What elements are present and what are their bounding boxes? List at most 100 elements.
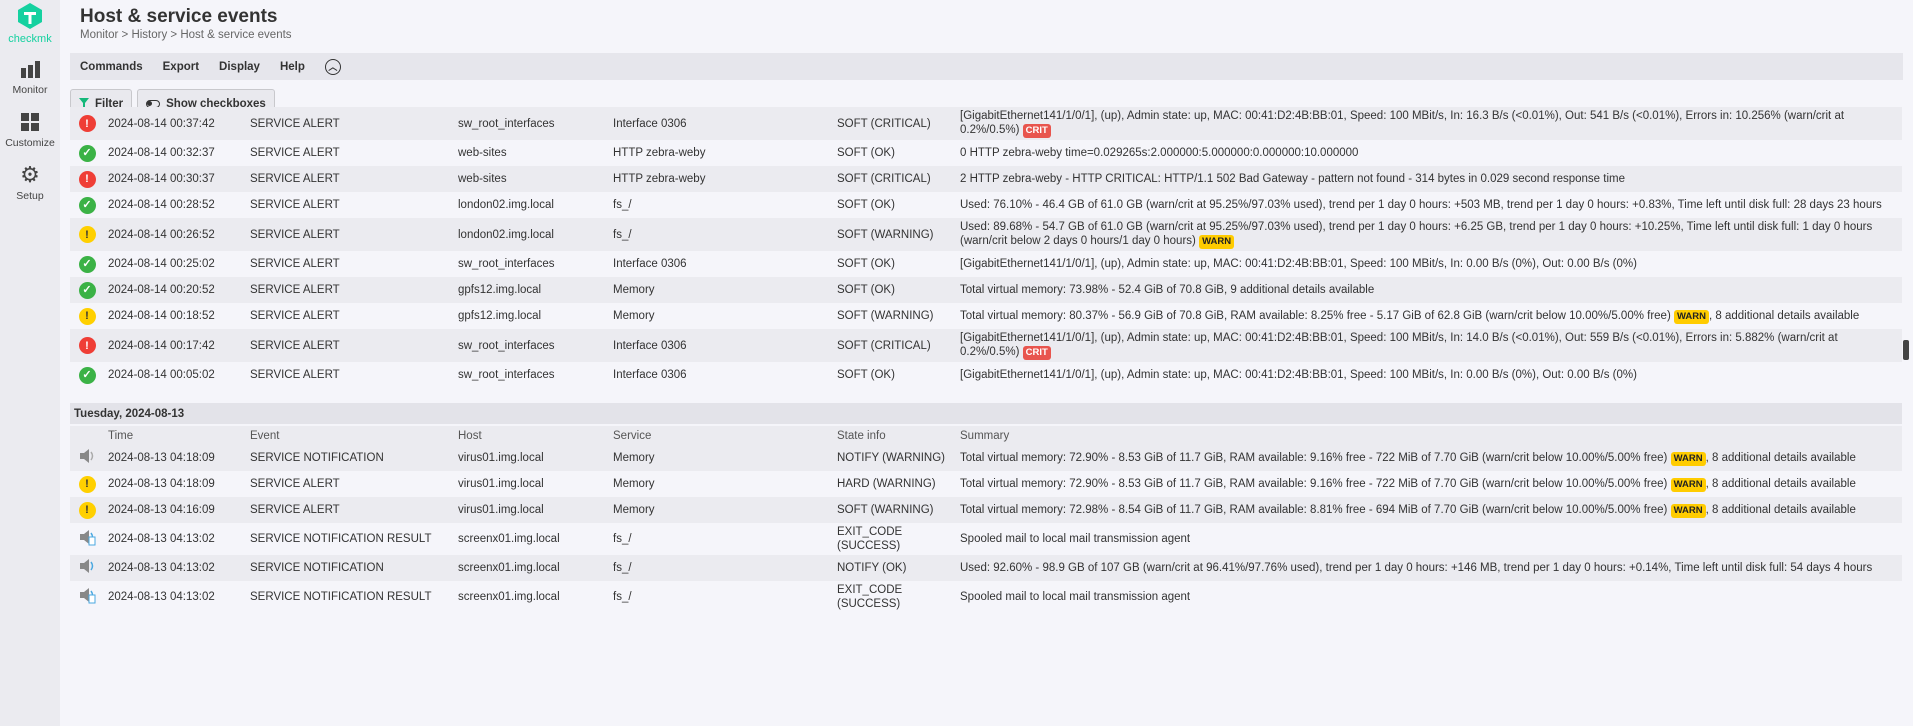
state-badge: WARN	[1670, 503, 1706, 518]
cell-service[interactable]: fs_/	[613, 591, 632, 603]
sidebar: checkmk Monitor Customize ⚙ Setup	[0, 0, 60, 726]
cell-service[interactable]: fs_/	[613, 228, 632, 241]
summary-tail: , 8 additional details available	[1705, 477, 1856, 490]
cell-time: 2024-08-13 04:13:02	[108, 591, 215, 603]
cell-event: SERVICE NOTIFICATION RESULT	[250, 533, 432, 545]
cell-state: SOFT (OK)	[837, 284, 895, 296]
column-header[interactable]: Summary	[956, 425, 1902, 445]
cell-host[interactable]: virus01.img.local	[458, 478, 544, 490]
cell-service[interactable]: HTTP zebra-weby	[613, 173, 706, 185]
cell-host[interactable]: gpfs12.img.local	[458, 310, 542, 322]
menu-display[interactable]: Display	[219, 60, 260, 73]
filter-button[interactable]: Filter	[70, 89, 133, 118]
breadcrumb[interactable]: Monitor > History > Host & service event…	[80, 29, 292, 41]
menu-help[interactable]: Help	[279, 60, 305, 73]
cell-service[interactable]: fs_/	[613, 533, 632, 545]
summary-text: 0 HTTP zebra-weby time=0.029265s:2.00000…	[960, 147, 1359, 159]
cell-state: SOFT (CRITICAL)	[837, 339, 931, 352]
sidebar-item-setup[interactable]: ⚙ Setup	[0, 162, 60, 202]
cell-service[interactable]: fs_/	[613, 199, 632, 211]
collapse-menu-icon[interactable]: ︿	[324, 58, 341, 75]
cell-host[interactable]: gpfs12.img.local	[458, 284, 542, 296]
cell-event: SERVICE ALERT	[250, 173, 340, 185]
sidebar-item-monitor[interactable]: Monitor	[0, 57, 60, 96]
cell-host[interactable]: sw_root_interfaces	[458, 117, 555, 130]
notification-result-icon	[78, 530, 96, 549]
cell-host[interactable]: virus01.img.local	[458, 504, 544, 516]
menu-export[interactable]: Export	[162, 60, 200, 73]
filter-label: Filter	[95, 97, 124, 110]
table-row: ✓ 2024-08-14 00:32:37 SERVICE ALERT web-sit…	[70, 140, 1902, 166]
table-row: 2024-08-13 04:18:09 SERVICE NOTIFICATION v…	[70, 445, 1902, 471]
cell-time: 2024-08-14 00:26:52	[108, 228, 215, 241]
cell-service[interactable]: Interface 0306	[613, 258, 687, 270]
cell-host[interactable]: sw_root_interfaces	[458, 339, 555, 352]
ok-check-icon: ✓	[78, 281, 96, 299]
ok-check-icon: ✓	[78, 144, 96, 162]
cell-time: 2024-08-14 00:28:52	[108, 199, 215, 211]
table-row: ! 2024-08-14 00:30:37 SERVICE ALERT web-sit…	[70, 166, 1902, 192]
cell-host[interactable]: sw_root_interfaces	[458, 369, 555, 381]
cell-state: SOFT (WARNING)	[837, 228, 934, 241]
cell-service[interactable]: Memory	[613, 310, 655, 322]
cell-host[interactable]: screenx01.img.local	[458, 533, 560, 545]
column-header[interactable]: Event	[246, 425, 454, 445]
cell-service[interactable]: fs_/	[613, 562, 632, 574]
gear-icon: ⚙	[20, 162, 40, 187]
day-header: Tuesday, 2024-08-13	[70, 403, 1902, 426]
cell-state: SOFT (WARNING)	[837, 310, 934, 322]
column-header[interactable]: State info	[833, 425, 956, 445]
cell-summary: Spooled mail to local mail transmission …	[956, 523, 1902, 555]
cell-host[interactable]: screenx01.img.local	[458, 591, 560, 603]
cell-host[interactable]: sw_root_interfaces	[458, 258, 555, 270]
checkmk-logo[interactable]: checkmk	[0, 0, 60, 45]
state-badge: WARN	[1670, 477, 1706, 492]
cell-time: 2024-08-13 04:13:02	[108, 533, 215, 545]
cell-state: SOFT (CRITICAL)	[837, 173, 931, 185]
show-checkboxes-button[interactable]: Show checkboxes	[137, 89, 275, 118]
notification-result-icon	[78, 588, 96, 607]
summary-text: Total virtual memory: 72.90% - 8.53 GiB …	[960, 477, 1668, 490]
cell-host[interactable]: web-sites	[458, 147, 507, 159]
cell-service[interactable]: Interface 0306	[613, 369, 687, 381]
cell-service[interactable]: Interface 0306	[613, 339, 687, 352]
cell-host[interactable]: screenx01.img.local	[458, 562, 560, 574]
menu-commands[interactable]: Commands	[80, 60, 143, 73]
column-header[interactable]: Time	[104, 425, 246, 445]
cell-host[interactable]: london02.img.local	[458, 228, 554, 241]
cell-summary: Total virtual memory: 72.90% - 8.53 GiB …	[956, 471, 1902, 497]
cell-time: 2024-08-13 04:18:09	[108, 478, 215, 490]
cell-state: NOTIFY (OK)	[837, 562, 907, 574]
summary-tail: , 8 additional details available	[1709, 309, 1860, 322]
column-header[interactable]: Host	[454, 425, 609, 445]
cell-state: EXIT_CODE (SUCCESS)	[837, 584, 903, 610]
sidebar-item-customize[interactable]: Customize	[0, 110, 60, 149]
cell-service[interactable]: HTTP zebra-weby	[613, 147, 706, 159]
summary-text: [GigabitEthernet141/1/0/1], (up), Admin …	[960, 258, 1637, 270]
cell-service[interactable]: Memory	[613, 478, 655, 490]
cell-host[interactable]: london02.img.local	[458, 199, 554, 211]
cell-event: SERVICE ALERT	[250, 228, 340, 241]
warning-icon: !	[78, 475, 96, 493]
cell-time: 2024-08-14 00:18:52	[108, 310, 215, 322]
page-title: Host & service events	[80, 6, 278, 27]
summary-text: 2 HTTP zebra-weby - HTTP CRITICAL: HTTP/…	[960, 173, 1625, 185]
scrollbar-thumb[interactable]	[1903, 340, 1909, 360]
cell-host[interactable]: virus01.img.local	[458, 452, 544, 464]
cell-summary: Spooled mail to local mail transmission …	[956, 581, 1902, 613]
cell-service[interactable]: Memory	[613, 504, 655, 516]
column-header[interactable]: Service	[609, 425, 833, 445]
cell-summary: [GigabitEthernet141/1/0/1], (up), Admin …	[956, 107, 1902, 140]
cell-event: SERVICE ALERT	[250, 117, 340, 130]
cell-service[interactable]: Interface 0306	[613, 117, 687, 130]
state-badge: WARN	[1670, 451, 1706, 466]
cell-host[interactable]: web-sites	[458, 173, 507, 185]
cell-state: SOFT (CRITICAL)	[837, 117, 931, 130]
summary-text: Used: 92.60% - 98.9 GB of 107 GB (warn/c…	[960, 562, 1873, 574]
summary-text: Total virtual memory: 72.90% - 8.53 GiB …	[960, 451, 1668, 464]
summary-text: [GigabitEthernet141/1/0/1], (up), Admin …	[960, 332, 1838, 358]
critical-icon: !	[78, 337, 96, 354]
cell-service[interactable]: Memory	[613, 284, 655, 296]
cell-service[interactable]: Memory	[613, 452, 655, 464]
summary-text: Total virtual memory: 72.98% - 8.54 GiB …	[960, 503, 1668, 516]
